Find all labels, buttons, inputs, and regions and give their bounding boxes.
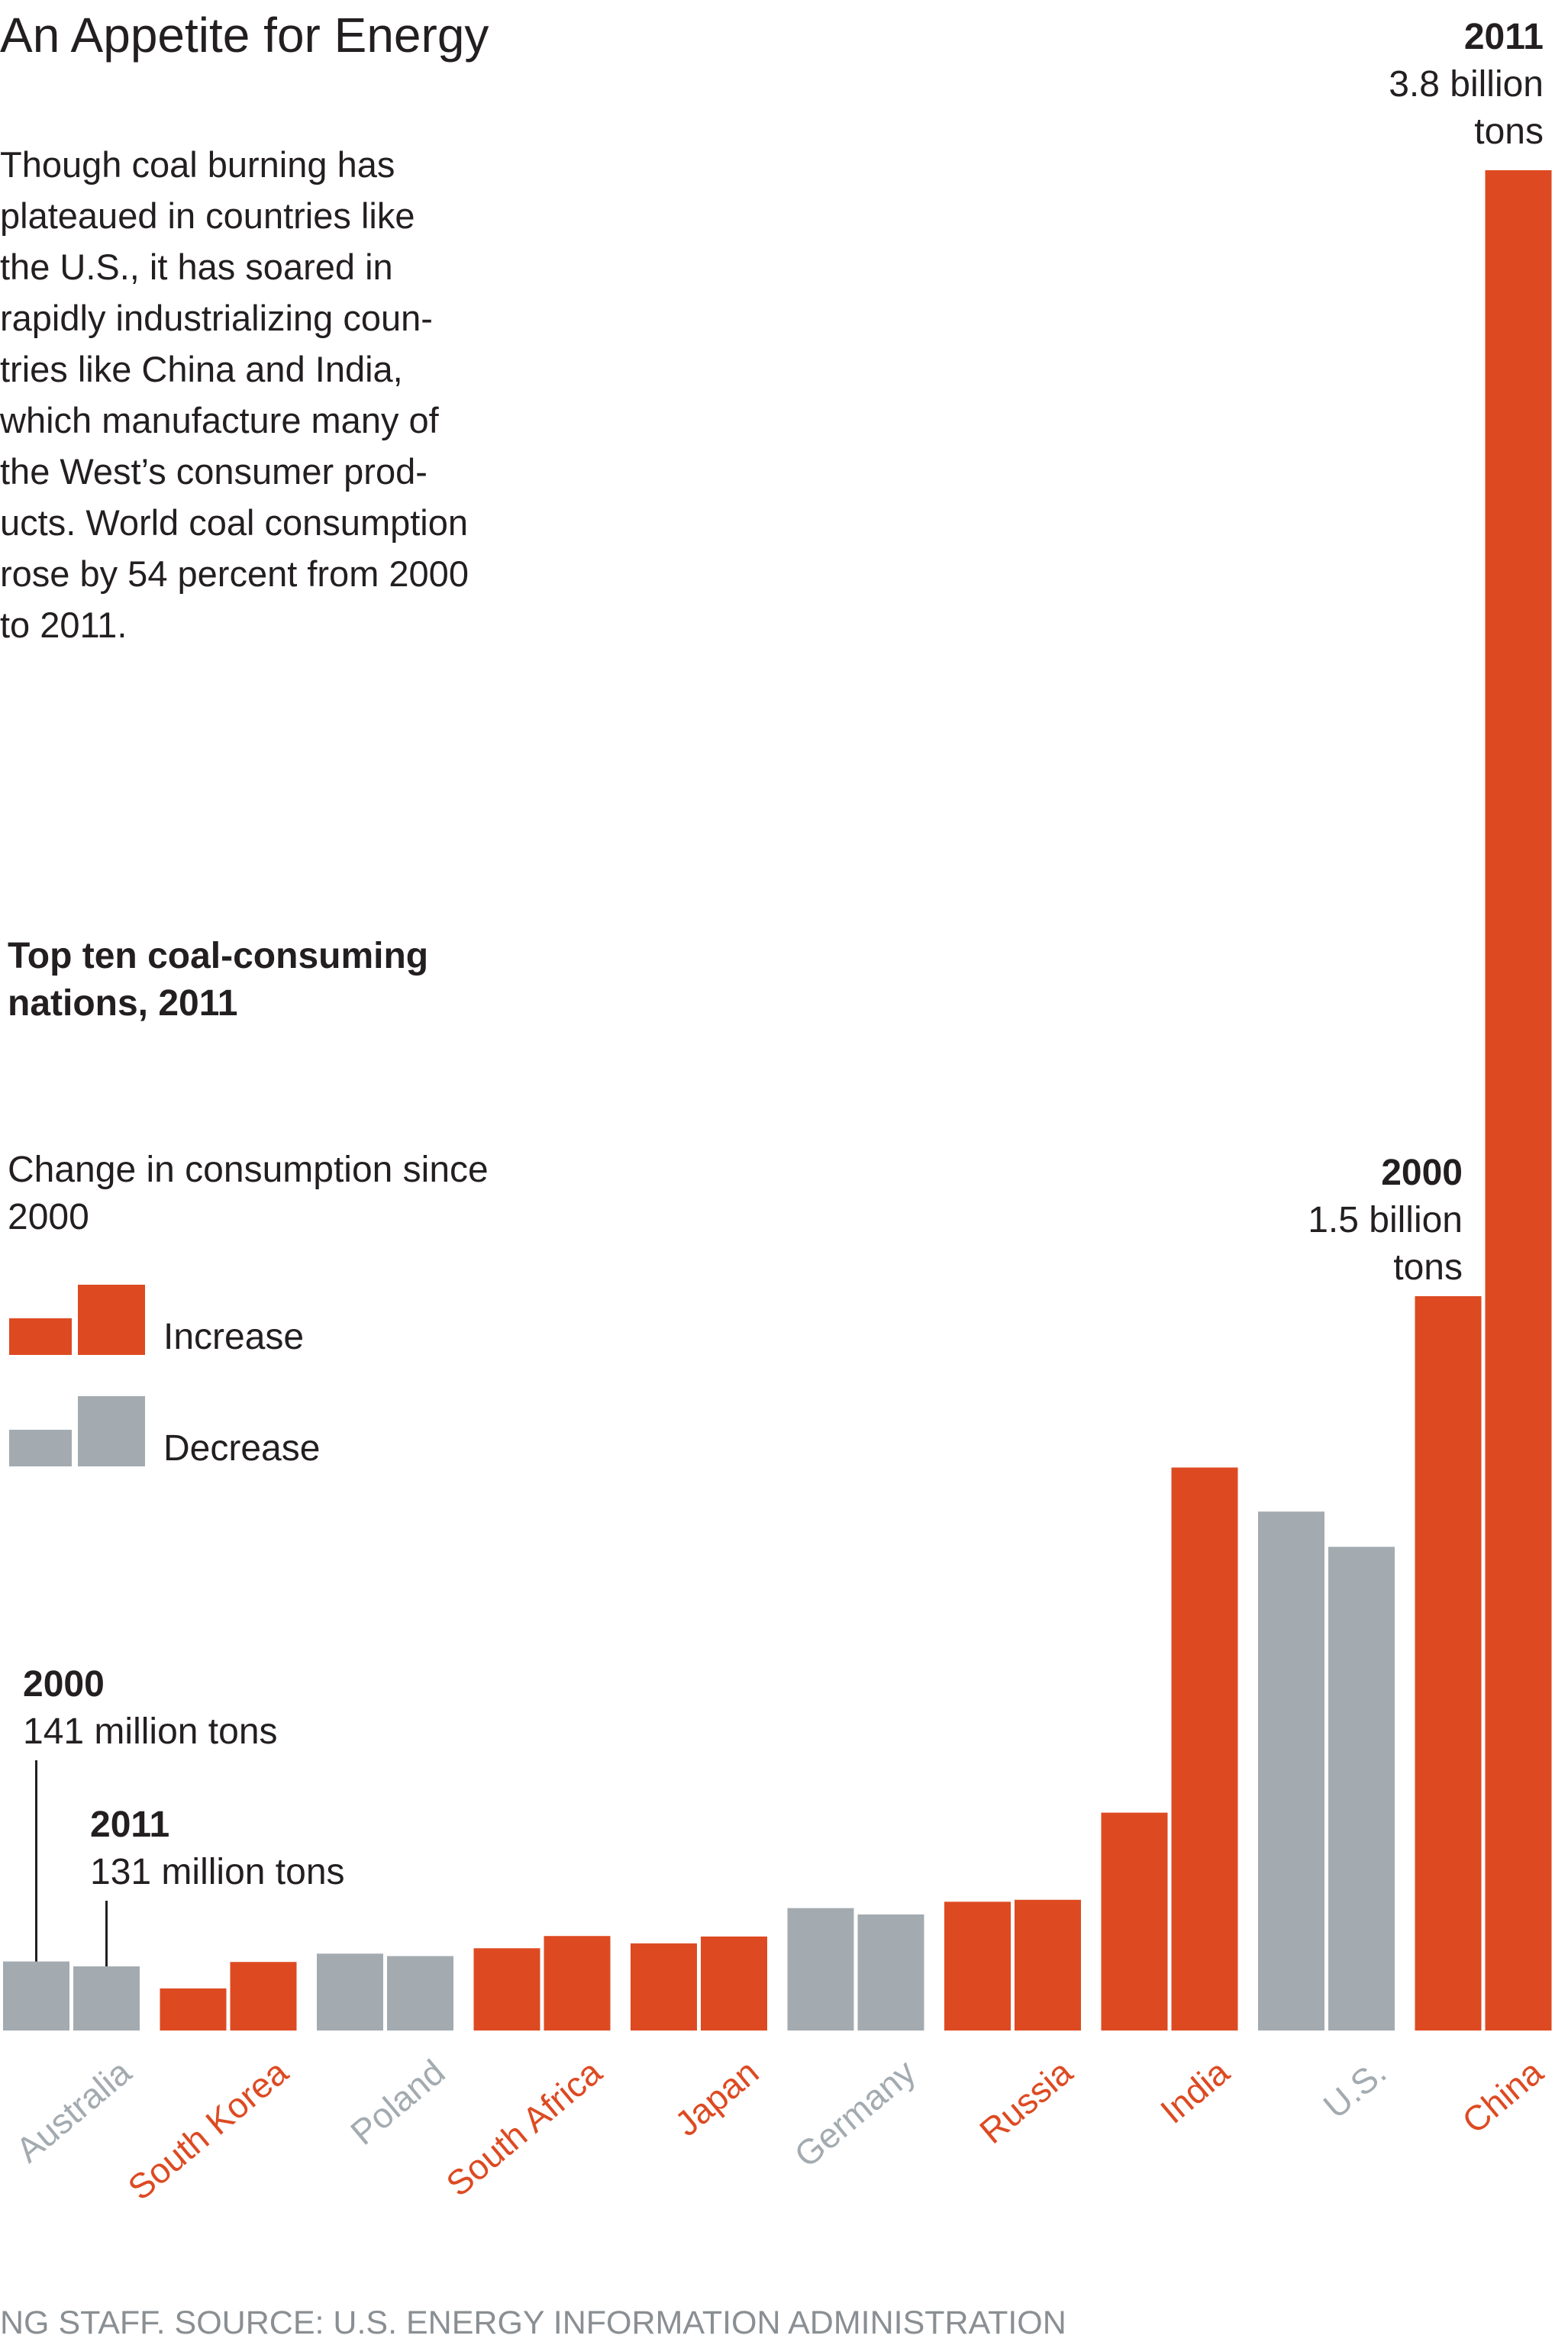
annotation-australia-2000-year: 2000 [23, 1664, 105, 1705]
bar-australia-2011 [73, 1966, 140, 2031]
tick-label-poland: Poland [343, 2052, 452, 2153]
bar-india-2011 [1171, 1467, 1238, 2031]
bar-china-2000 [1415, 1296, 1482, 2031]
annotation-australia-2000-value: 141 million tons [23, 1711, 278, 1752]
tick-label-russia: Russia [972, 2052, 1079, 2151]
tick-label-australia: Australia [8, 2052, 139, 2170]
tick-label-india: India [1153, 2052, 1237, 2131]
tick-label-south-africa: South Africa [438, 2052, 609, 2205]
bar-south-africa-2000 [473, 1948, 540, 2031]
annotation-china-2011-value-line-1: 3.8 billion [1389, 64, 1544, 105]
bar-india-2000 [1101, 1812, 1168, 2031]
bar-germany-2000 [787, 1908, 854, 2031]
annotation-australia-2011-value: 131 million tons [90, 1852, 345, 1892]
bar-south-africa-2011 [544, 1936, 611, 2031]
annotation-china-2011-value-line-2: tons [1474, 111, 1544, 152]
bar-japan-2000 [631, 1943, 697, 2031]
tick-label-u-s: U.S. [1315, 2052, 1393, 2126]
legend-decrease-swatch-small [9, 1430, 72, 1466]
annotation-australia-2011-year: 2011 [90, 1805, 169, 1845]
source-credit: NG STAFF. SOURCE: U.S. ENERGY INFORMATIO… [0, 2305, 1066, 2341]
bar-china-2011 [1485, 170, 1552, 2031]
annotation-china-2000-year: 2000 [1381, 1153, 1463, 1193]
tick-label-china: China [1454, 2052, 1550, 2141]
annotation-china-2000-value-line-1: 1.5 billion [1308, 1200, 1463, 1240]
annotation-china-2000-value-line-2: tons [1393, 1247, 1463, 1288]
bar-japan-2011 [701, 1936, 767, 2031]
bar-south-korea-2000 [160, 1988, 227, 2031]
annotation-china-2011-year: 2011 [1464, 17, 1544, 57]
bar-u-s-2011 [1328, 1547, 1395, 2031]
legend-increase-swatch-small [9, 1318, 72, 1355]
bar-russia-2011 [1015, 1899, 1081, 2031]
tick-label-japan: Japan [667, 2052, 766, 2143]
legend-increase-label: Increase [163, 1317, 305, 1357]
legend-increase-swatch-large [78, 1285, 145, 1355]
bar-south-korea-2011 [230, 1962, 297, 2031]
legend-decrease-swatch-large [78, 1396, 145, 1466]
bar-australia-2000 [3, 1961, 69, 2031]
tick-label-germany: Germany [787, 2052, 923, 2175]
tick-label-south-korea: South Korea [121, 2052, 296, 2208]
bar-russia-2000 [944, 1901, 1011, 2031]
bar-u-s-2000 [1258, 1511, 1324, 2031]
chart-title: Top ten coal-consuming nations, 2011 [8, 936, 429, 1024]
bar-poland-2011 [387, 1956, 453, 2031]
bar-poland-2000 [317, 1953, 383, 2031]
bar-germany-2011 [857, 1914, 924, 2031]
legend-decrease-label: Decrease [163, 1428, 321, 1469]
page-title: An Appetite for Energy [0, 8, 489, 63]
intro-paragraph: Though coal burning has plateaued in cou… [0, 144, 469, 645]
legend-title: Change in consumption since 2000 [8, 1150, 489, 1237]
